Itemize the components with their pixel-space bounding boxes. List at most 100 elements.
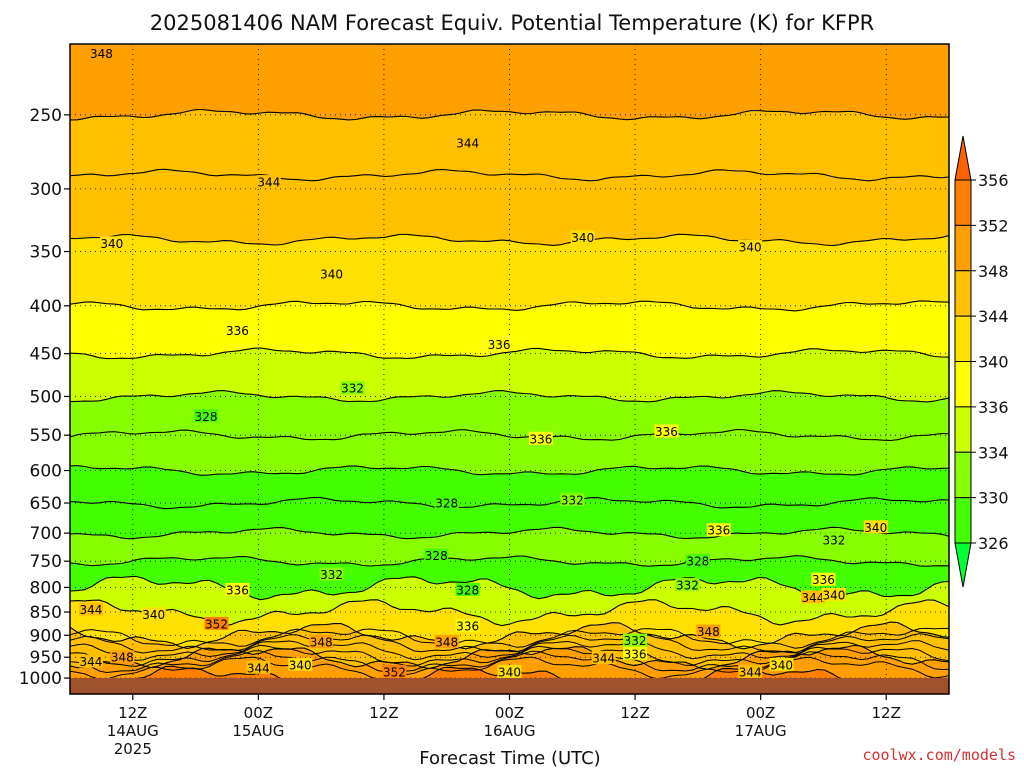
- contour-line: [70, 233, 949, 247]
- contour-label-bg: [141, 607, 166, 621]
- theta-band: [70, 527, 949, 567]
- contour-label-bg: [455, 582, 480, 596]
- theta-band: [70, 109, 949, 181]
- contour-label: 328: [195, 410, 218, 424]
- x-tick-label: 00Z: [746, 704, 775, 722]
- contour-line: [70, 555, 949, 567]
- colorbar-segment: [954, 406, 972, 453]
- colorbar-label: 326: [978, 534, 1009, 553]
- y-tick-label: 450: [30, 345, 62, 365]
- contour-label-bg: [696, 624, 721, 638]
- contour-label: 344: [79, 603, 102, 617]
- contour-label: 340: [770, 658, 793, 672]
- contour-label-bg: [455, 136, 480, 150]
- contour-label-bg: [246, 660, 271, 674]
- x-tick-label: 12Z: [620, 704, 649, 722]
- contour-label: 340: [822, 588, 845, 602]
- contour-line: [70, 465, 949, 476]
- colorbar-label: 344: [978, 307, 1009, 326]
- contour-label: 336: [812, 573, 835, 587]
- contour-label: 336: [529, 432, 552, 446]
- contour-label-bg: [194, 409, 219, 423]
- contour-label: 348: [310, 635, 333, 649]
- contour-label: 336: [226, 324, 249, 338]
- contour-line: [70, 644, 949, 667]
- y-tick-label: 800: [30, 578, 62, 598]
- contour-line: [70, 390, 949, 403]
- contour-label-bg: [811, 572, 836, 586]
- contour-label-bg: [863, 520, 888, 534]
- contour-label-bg: [89, 46, 114, 60]
- contour-label: 332: [341, 382, 364, 396]
- contour-line: [70, 633, 949, 654]
- contour-label: 344: [257, 176, 280, 190]
- contour-label: 328: [425, 549, 448, 563]
- contour-line: [70, 347, 949, 360]
- x-tick-label: 17AUG: [735, 722, 787, 740]
- contour-label: 340: [739, 240, 762, 254]
- contour-label: 332: [320, 568, 343, 582]
- y-tick-label: 750: [30, 552, 62, 572]
- theta-band: [70, 234, 949, 311]
- contour-label-bg: [738, 239, 763, 253]
- colorbar-segment: [954, 179, 972, 226]
- contour-label: 336: [624, 647, 647, 661]
- contour-line: [70, 428, 949, 442]
- theta-band: [70, 390, 949, 441]
- contour-label: 332: [561, 493, 584, 507]
- x-tick-label: 00Z: [495, 704, 524, 722]
- contour-label: 348: [111, 651, 134, 665]
- theta-band: [70, 555, 949, 600]
- y-tick-label: 1000: [19, 669, 62, 689]
- theta-band: [70, 44, 949, 120]
- x-tick-label: 00Z: [244, 704, 273, 722]
- y-tick-label: 400: [30, 297, 62, 317]
- contour-lines: [70, 108, 949, 692]
- colorbar-label: 336: [978, 398, 1009, 417]
- colorbar: 356 352 348 344 340 336 334 330 326: [954, 135, 1009, 588]
- contour-label-bg: [497, 664, 522, 678]
- contour-label-bg: [340, 381, 365, 395]
- contour-line: [70, 627, 949, 649]
- contour-label: 344: [802, 591, 825, 605]
- contour-label-bg: [319, 267, 344, 281]
- contour-label-bg: [800, 590, 825, 604]
- y-tick-label: 950: [30, 648, 62, 668]
- contour-label-bg: [570, 230, 595, 244]
- x-tick-label: 12Z: [369, 704, 398, 722]
- y-tick-label: 600: [30, 462, 62, 482]
- contour-label-bg: [424, 548, 449, 562]
- contour-label: 344: [79, 655, 102, 669]
- contour-label: 348: [697, 625, 720, 639]
- contour-label: 340: [142, 608, 165, 622]
- contour-label: 328: [686, 555, 709, 569]
- contour-line: [70, 650, 949, 674]
- colorbar-label: 334: [978, 443, 1009, 462]
- y-tick-label: 250: [30, 106, 62, 126]
- y-axis: 250 300 350 400 450 500 550 600 650 700 750 800 850 9…: [19, 106, 70, 689]
- contour-label: 340: [498, 665, 521, 679]
- x-tick-label: 14AUG: [107, 722, 159, 740]
- contour-label-bg: [110, 650, 135, 664]
- contour-label: 336: [655, 425, 678, 439]
- contour-label-bg: [654, 424, 679, 438]
- contour-label: 348: [90, 47, 113, 61]
- colorbar-label: 348: [978, 262, 1009, 281]
- contour-label-bg: [560, 492, 585, 506]
- contour-label: 332: [822, 534, 845, 548]
- contour-label-bg: [769, 657, 794, 671]
- colorbar-segment: [954, 497, 972, 544]
- contour-label-bg: [78, 602, 103, 616]
- colorbar-segment: [954, 224, 972, 272]
- contour-label: 352: [205, 617, 228, 631]
- colorbar-label: 330: [978, 489, 1009, 508]
- contour-label: 336: [488, 338, 511, 352]
- contour-label-bg: [623, 646, 648, 660]
- y-tick-label: 700: [30, 524, 62, 544]
- contour-label-bg: [434, 634, 459, 648]
- colorbar-label: 352: [978, 216, 1009, 235]
- contour-label-bg: [382, 664, 407, 678]
- contour-label-bg: [591, 651, 616, 665]
